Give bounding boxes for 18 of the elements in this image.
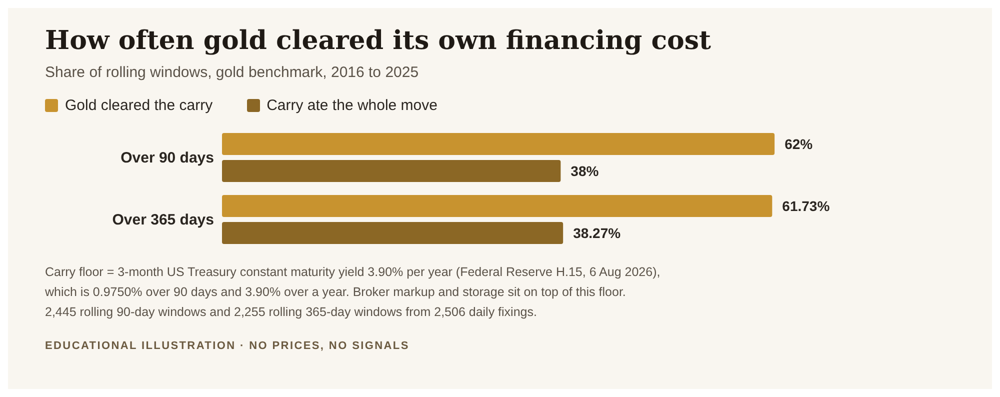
legend-label: Carry ate the whole move (266, 97, 438, 114)
legend-label: Gold cleared the carry (65, 97, 213, 114)
y-tick-label: Over 90 days (120, 149, 214, 166)
text: Carry floor = 3-month US Treasury constant maturity yield 3.90% per year (Federal Reserve H.15, 6 Aug 2026), (45, 264, 662, 281)
text: 2,445 rolling 90-day windows and 2,255 rolling 365-day windows from 2,506 daily fixings. (45, 304, 538, 321)
y-tick-label: Over 365 days (112, 211, 214, 228)
bar (222, 133, 775, 155)
bar (222, 222, 564, 244)
text: which is 0.9750% over 90 days and 3.90% over a year. Broker markup and storage sit on top of this floor. (45, 284, 627, 301)
bar (222, 195, 772, 217)
bar (222, 160, 561, 182)
chart-title: How often gold cleared its own financing cost (45, 26, 712, 56)
text: EDUCATIONAL ILLUSTRATION · NO PRICES, NO SIGNALS (45, 340, 410, 352)
data-label: 61.73% (782, 198, 830, 214)
data-label: 38.27% (573, 225, 622, 241)
data-label: 62% (784, 136, 814, 152)
data-label: 38% (570, 163, 600, 179)
chart-subtitle: Share of rolling windows, gold benchmark, 2016 to 2025 (45, 64, 420, 81)
